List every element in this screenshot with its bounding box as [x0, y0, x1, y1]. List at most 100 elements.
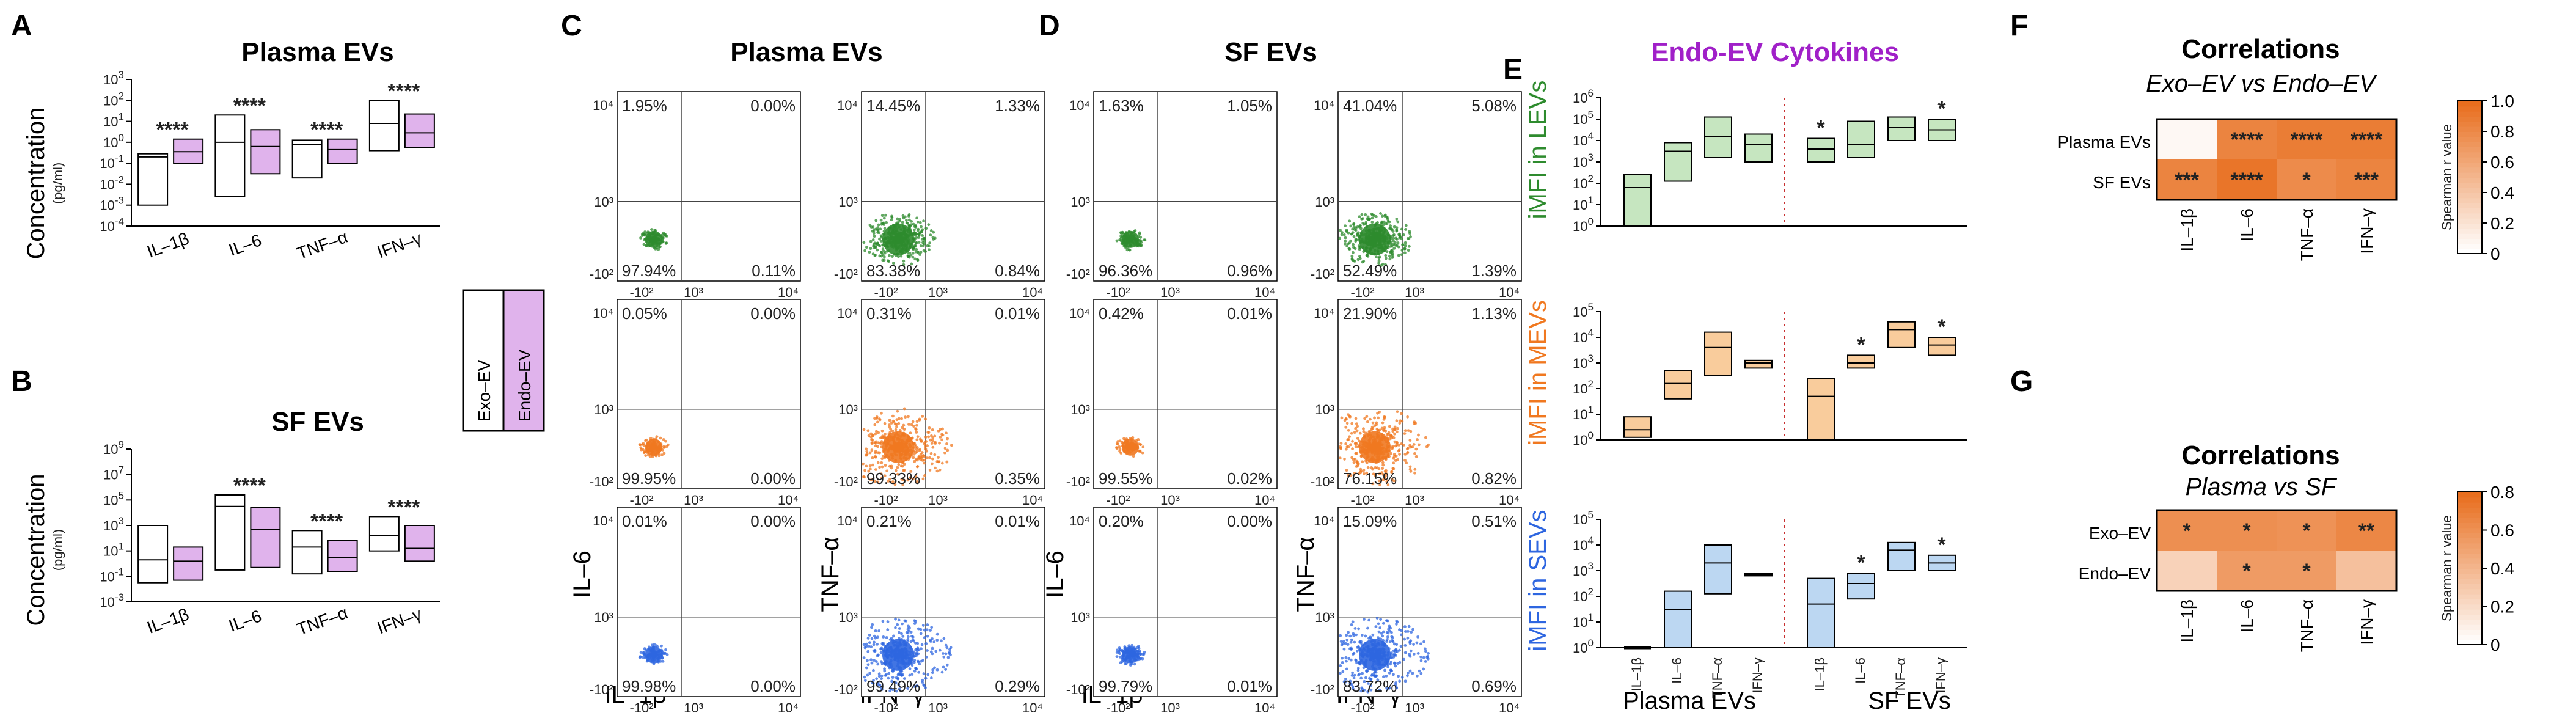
event-dot	[1423, 647, 1427, 651]
colorbar-step	[2457, 578, 2482, 584]
colorbar-step	[2457, 106, 2482, 112]
event-dot	[1369, 417, 1372, 421]
y-tick-label: 100	[1573, 430, 1594, 448]
event-dot	[874, 227, 877, 231]
quadrant-q2-pct: 0.00%	[750, 97, 796, 115]
event-dot	[1403, 644, 1407, 647]
event-dot	[902, 423, 906, 427]
event-dot	[865, 645, 868, 648]
event-dot	[1408, 444, 1411, 447]
event-dot	[1400, 227, 1403, 231]
significance-star: *	[1937, 315, 1946, 339]
event-dot	[1345, 659, 1348, 663]
y-tick-label: 10³	[1315, 194, 1334, 210]
x-tick-label: IL–1β	[1629, 657, 1644, 691]
y-tick-label: 10⁴	[1069, 513, 1090, 529]
event-dot	[665, 653, 669, 656]
quadrant-q4-pct: 0.96%	[1227, 262, 1272, 280]
event-dot	[1366, 626, 1369, 630]
panel-f-heatmap: Plasma EVs **** **** ****SF EVs *** **** * ***I…	[2058, 92, 2514, 263]
event-dot	[914, 241, 918, 245]
quadrant-q1-pct: 0.20%	[1099, 512, 1144, 530]
event-dot	[1383, 213, 1387, 217]
significance-stars: ****	[156, 119, 189, 142]
event-dot	[915, 423, 918, 427]
event-dot	[1358, 255, 1361, 258]
event-dot	[876, 420, 879, 424]
event-dot	[1349, 224, 1353, 228]
event-dot	[1373, 424, 1377, 428]
colorbar-step	[2457, 568, 2482, 574]
event-dot	[890, 216, 894, 219]
event-dot	[944, 668, 948, 672]
event-dot	[898, 627, 901, 630]
event-dot	[897, 463, 901, 466]
event-dot	[1412, 442, 1416, 446]
event-dot	[1341, 670, 1345, 673]
event-dot	[869, 435, 873, 439]
event-dot	[1352, 651, 1356, 655]
x-tick-label: 10³	[1405, 492, 1424, 508]
event-dot	[877, 231, 881, 235]
heatmap-cell-stars: *	[2302, 169, 2311, 192]
y-tick-label: 10-3	[100, 195, 124, 213]
x-tick-label: TNF–α	[1710, 657, 1725, 699]
iMFI-box	[1664, 142, 1692, 182]
event-dot	[885, 469, 889, 473]
event-dot	[873, 480, 877, 483]
colorbar-step	[2457, 111, 2482, 117]
event-dot	[894, 469, 898, 472]
heatmap-cell-stars: ***	[2175, 169, 2199, 192]
event-dot	[1416, 438, 1419, 441]
event-dot	[917, 455, 921, 458]
event-dot	[929, 434, 933, 437]
event-dot	[1422, 640, 1425, 643]
x-tick-label: -10²	[1106, 285, 1130, 300]
event-dot	[922, 219, 925, 223]
colorbar-step	[2457, 101, 2482, 107]
event-dot	[1411, 628, 1414, 631]
event-dot	[862, 428, 866, 431]
event-dot	[1398, 661, 1402, 664]
heatmap-col-label: IL–6	[2238, 208, 2256, 242]
event-dot	[1392, 642, 1396, 646]
event-dot	[1366, 420, 1369, 423]
event-dot	[883, 474, 887, 478]
x-tick-label: 10³	[928, 492, 948, 508]
event-dot	[1407, 237, 1411, 241]
event-dot	[865, 450, 869, 453]
event-dot	[662, 438, 665, 441]
y-tick-label: 10⁴	[1314, 513, 1334, 529]
event-dot	[941, 433, 945, 437]
event-dot	[1407, 249, 1410, 252]
event-dot	[937, 456, 940, 459]
event-dot	[938, 648, 942, 652]
event-dot	[1371, 421, 1375, 425]
event-dot	[1405, 461, 1408, 464]
panel-d-flow: 10⁴ 10³ -10² -10² 10³ 10⁴ 1.63% 1.05% 96.36% 0.96…	[1066, 91, 1522, 716]
population-core	[645, 230, 662, 248]
event-dot	[1395, 419, 1399, 423]
event-dot	[931, 646, 934, 650]
quadrant-q3-pct: 99.55%	[1099, 469, 1152, 488]
iMFI-box	[1744, 133, 1773, 163]
colorbar-step	[2457, 156, 2482, 163]
event-dot	[664, 439, 667, 443]
significance-stars: ****	[310, 510, 343, 533]
event-dot	[655, 435, 659, 439]
event-dot	[914, 225, 918, 229]
event-dot	[1371, 427, 1375, 431]
event-dot	[1362, 427, 1365, 431]
y-tick-label: 10⁴	[1314, 98, 1334, 113]
colorbar-tick-label: 0.6	[2490, 153, 2514, 172]
y-tick-label: 10⁴	[837, 98, 858, 113]
event-dot	[876, 248, 879, 252]
event-dot	[880, 429, 884, 433]
event-dot	[1396, 241, 1400, 244]
event-dot	[665, 241, 668, 244]
event-dot	[917, 659, 920, 663]
event-dot	[1121, 230, 1124, 234]
event-dot	[897, 255, 900, 258]
colorbar-tick-label: 0	[2490, 635, 2500, 654]
event-dot	[933, 666, 936, 670]
